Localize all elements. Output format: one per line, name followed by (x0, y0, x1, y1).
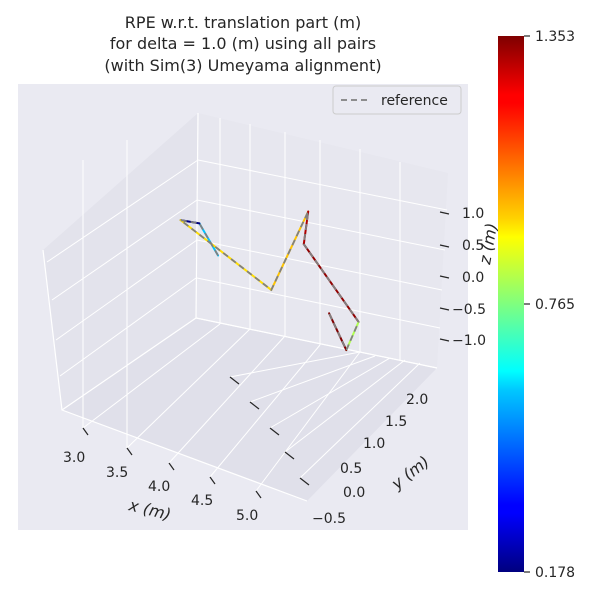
chart-title: RPE w.r.t. translation part (m) for delt… (104, 13, 381, 75)
colorbar: 1.353 0.765 0.178 (498, 29, 575, 581)
x-tick-label: 3.0 (63, 450, 85, 466)
x-tick-label: 3.5 (106, 465, 128, 481)
estimate-segment (302, 243, 360, 323)
legend-label-reference: reference (381, 93, 448, 109)
title-line: RPE w.r.t. translation part (m) (125, 13, 361, 32)
colorbar-tick-label: 1.353 (535, 29, 575, 45)
z-tick-label: −1.0 (452, 333, 486, 349)
floor-pane (62, 318, 437, 501)
legend-box (332, 85, 462, 115)
title-line: for delta = 1.0 (m) using all pairs (110, 34, 376, 53)
colorbar-tick-label: 0.178 (535, 565, 575, 581)
z-tick-labels: 1.0 0.5 0.0 −0.5 −1.0 (452, 206, 486, 349)
y-tick-labels: −0.5 0.0 0.5 1.0 1.5 2.0 (312, 392, 428, 527)
y-tick-label: 1.0 (363, 436, 385, 452)
x-tick-label: 5.0 (236, 508, 258, 524)
gridlines (46, 118, 448, 492)
x-tick-label: 4.0 (148, 479, 170, 495)
pane-edges (42, 112, 438, 502)
legend: reference (332, 85, 462, 115)
z-tick-label: 0.5 (462, 238, 484, 254)
x-tick-labels: 3.0 3.5 4.0 4.5 5.0 (63, 450, 258, 524)
z-axis-label: z (m) (475, 221, 501, 266)
z-tick-label: 1.0 (462, 206, 484, 222)
y-tick-label: 2.0 (406, 392, 428, 408)
reference-trajectory (180, 211, 360, 353)
colorbar-gradient (498, 36, 524, 572)
y-tick-label: 0.5 (340, 461, 362, 477)
z-tick-label: −0.5 (452, 302, 486, 318)
back-right-pane (196, 113, 448, 368)
y-tick-label: −0.5 (312, 511, 346, 527)
z-tick-label: 0.0 (462, 270, 484, 286)
title-line: (with Sim(3) Umeyama alignment) (104, 56, 381, 75)
tick-marks (82, 211, 450, 499)
x-tick-label: 4.5 (191, 493, 213, 509)
y-tick-label: 0.0 (343, 485, 365, 501)
colorbar-tick-label: 0.765 (535, 297, 575, 313)
y-tick-label: 1.5 (385, 414, 407, 430)
back-left-pane (43, 113, 198, 410)
